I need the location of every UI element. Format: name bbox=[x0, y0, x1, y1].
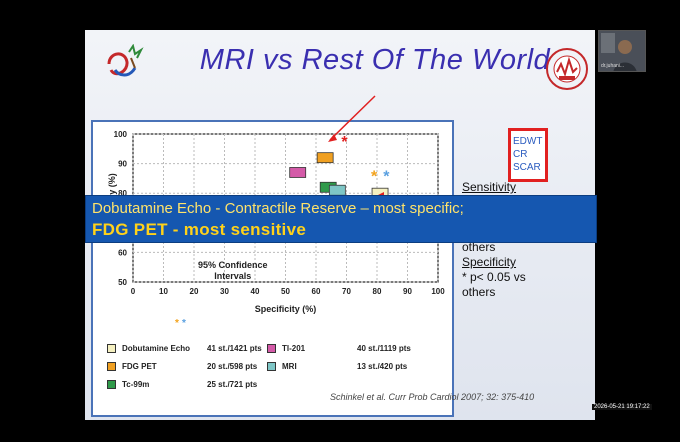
legend-count: 20 st./598 pts bbox=[207, 362, 258, 371]
specificity-heading: Specificity bbox=[462, 255, 517, 269]
society-logo-left bbox=[107, 44, 144, 77]
legend-label: MRI bbox=[282, 362, 297, 371]
x-tick-label: 80 bbox=[373, 287, 382, 296]
webcam-thumbnail[interactable]: dr.juhani... bbox=[598, 30, 646, 72]
significance-star-red: * bbox=[341, 134, 348, 151]
y-tick-label: 60 bbox=[118, 248, 127, 257]
legend-item-tc99m: Tc-99m bbox=[107, 380, 149, 389]
y-tick-label: 80 bbox=[118, 189, 127, 198]
y-tick-label: 90 bbox=[118, 160, 127, 169]
x-tick-label: 70 bbox=[342, 287, 351, 296]
slide-title: MRI vs Rest Of The World bbox=[199, 44, 551, 76]
webcam-name-label: dr.juhani... bbox=[601, 63, 625, 69]
y-axis-label: y (%) bbox=[107, 173, 117, 195]
data-point-mri bbox=[328, 184, 346, 196]
sensitivity-heading: Sensitivity bbox=[462, 180, 517, 194]
recording-timestamp: 2026-05-21 19:17:22 bbox=[592, 404, 652, 410]
citation: Schinkel et al. Curr Prob Cardiol 2007; … bbox=[330, 392, 535, 402]
legend-label: Tc-99m bbox=[122, 380, 150, 389]
chart-legend: Dobutamine Echo 41 st./1421 pts Tl-201 4… bbox=[107, 344, 447, 412]
legend-item-fdg-pet: FDG PET bbox=[107, 362, 157, 371]
x-tick-label: 50 bbox=[281, 287, 290, 296]
confidence-interval-label: 95% Confidence Intervals bbox=[198, 260, 268, 282]
ci-label-line1: 95% Confidence bbox=[198, 260, 268, 270]
legend-count: 41 st./1421 pts bbox=[207, 344, 262, 353]
legend-swatch bbox=[267, 362, 276, 371]
caption-banner: Dobutamine Echo - Contractile Reserve – … bbox=[85, 195, 597, 243]
x-tick-label: 0 bbox=[131, 287, 136, 296]
legend-swatch bbox=[107, 344, 116, 353]
significance-star-orange: * bbox=[371, 168, 378, 185]
legend-label: Dobutamine Echo bbox=[122, 344, 191, 353]
x-tick-label: 30 bbox=[220, 287, 229, 296]
highlight-line-cr: CR bbox=[513, 149, 528, 160]
data-point-fdg-pet bbox=[316, 152, 334, 164]
legend-item-mri: MRI bbox=[267, 362, 297, 371]
presenter-avatar-icon bbox=[599, 31, 645, 71]
y-tick-label: 100 bbox=[114, 130, 128, 139]
x-tick-label: 20 bbox=[190, 287, 199, 296]
legend-count: 13 st./420 pts bbox=[357, 362, 408, 371]
y-tick-label: 50 bbox=[118, 278, 127, 287]
others-text-2: others bbox=[462, 285, 496, 299]
x-tick-label: 90 bbox=[403, 287, 412, 296]
legend-count: 25 st./721 pts bbox=[207, 380, 258, 389]
society-seal-right bbox=[546, 48, 588, 90]
highlight-box: EDWT CR SCAR bbox=[508, 128, 548, 182]
legend-item-tl201: Tl-201 bbox=[267, 344, 305, 353]
p-value-text: * p< 0.05 vs bbox=[462, 270, 526, 284]
highlight-line-scar: SCAR bbox=[513, 162, 541, 173]
legend-count: 40 st./1119 pts bbox=[357, 344, 411, 353]
legend-label: FDG PET bbox=[122, 362, 157, 371]
side-notes: Sensitivity others Specificity * p< 0.05… bbox=[462, 180, 592, 300]
data-point-tl-201 bbox=[289, 167, 307, 178]
x-tick-label: 100 bbox=[431, 287, 445, 296]
chart-panel: 01020304050607080901005060708090100Speci… bbox=[91, 120, 454, 417]
x-tick-label: 10 bbox=[159, 287, 168, 296]
legend-swatch bbox=[107, 362, 116, 371]
legend-star-blue: * bbox=[182, 318, 186, 329]
legend-star-orange: * bbox=[175, 318, 179, 329]
legend-label: Tl-201 bbox=[282, 344, 306, 353]
legend-swatch bbox=[107, 380, 116, 389]
x-tick-label: 60 bbox=[312, 287, 321, 296]
highlight-line-edwt: EDWT bbox=[513, 136, 543, 147]
legend-swatch bbox=[267, 344, 276, 353]
banner-line-2: FDG PET - most sensitive bbox=[92, 220, 307, 239]
x-axis-label: Specificity (%) bbox=[255, 304, 317, 314]
legend-item-dobutamine: Dobutamine Echo bbox=[107, 344, 190, 353]
banner-line-1: Dobutamine Echo - Contractile Reserve – … bbox=[92, 200, 464, 217]
others-text-1: others bbox=[462, 240, 496, 254]
significance-star-blue: * bbox=[383, 168, 390, 185]
x-tick-label: 40 bbox=[251, 287, 260, 296]
ci-label-line2: Intervals bbox=[214, 271, 252, 281]
